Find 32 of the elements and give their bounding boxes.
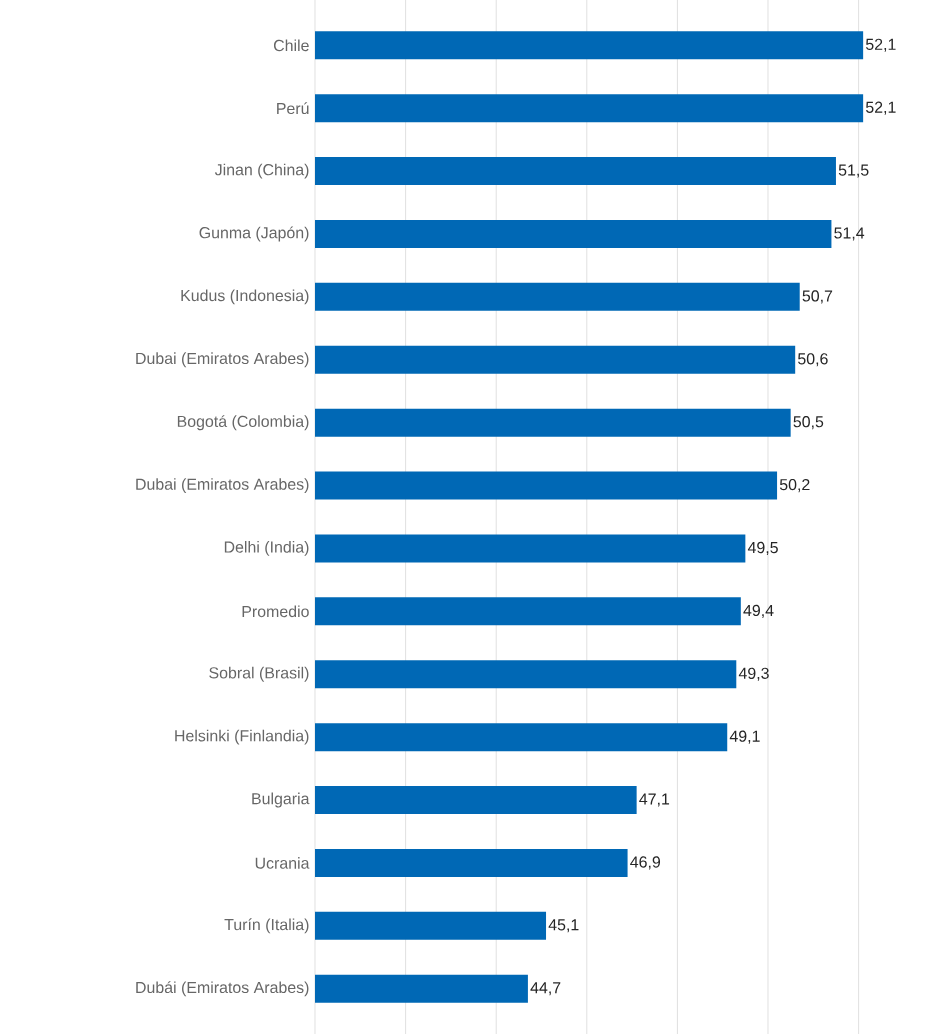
data-label: 49,4 (743, 604, 774, 618)
data-label: 50,7 (802, 290, 833, 304)
data-label: 50,5 (793, 416, 824, 430)
data-label: 46,9 (630, 856, 661, 870)
data-label: 47,1 (639, 793, 670, 807)
data-label: 51,4 (834, 227, 865, 241)
data-label: 52,1 (865, 38, 896, 52)
y-tick-label: Dubái (Emiratos Arabes) (136, 981, 309, 997)
data-label: 44,7 (530, 982, 561, 996)
y-tick-label: Turín (Italia) (224, 918, 309, 934)
y-tick-label: Ucrania (255, 857, 310, 869)
data-label: 49,3 (738, 667, 769, 681)
y-tick-label: Helsinki (Finlandia) (175, 729, 309, 745)
y-tick-label: Chile (273, 39, 309, 52)
y-tick-label: Perú (277, 102, 309, 115)
y-tick-label: Jinan (China) (214, 163, 309, 179)
y-tick-label: Gunma (Japón) (199, 226, 309, 242)
y-tick-label: Delhi (India) (224, 541, 309, 556)
data-label: 51,5 (838, 164, 869, 178)
data-label: 45,1 (548, 919, 579, 933)
data-label: 49,1 (729, 730, 760, 744)
data-label: 49,5 (747, 541, 778, 556)
y-tick-label: Sobral (Brasil) (209, 666, 309, 682)
y-tick-label: Promedio (242, 605, 309, 618)
data-label: 52,1 (865, 101, 896, 115)
y-tick-label: Dubai (Emiratos Arabes) (136, 478, 309, 493)
y-tick-label: Bulgaria (252, 792, 310, 808)
y-tick-label: Bogotá (Colombia) (177, 415, 309, 431)
data-label: 50,2 (779, 478, 810, 493)
y-tick-label: Dubai (Emiratos Arabes) (136, 352, 309, 368)
data-label: 50,6 (798, 353, 828, 367)
y-tick-label: Kudus (Indonesia) (181, 289, 309, 305)
